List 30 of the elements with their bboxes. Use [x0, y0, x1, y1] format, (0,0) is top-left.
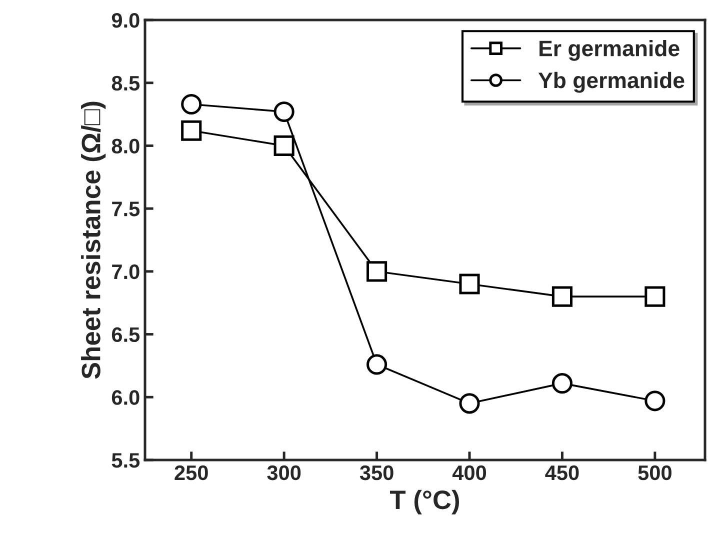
point: [552, 286, 572, 307]
point: [274, 135, 294, 156]
x-tick-label: 300: [267, 465, 301, 480]
x-tick-label: 400: [452, 465, 486, 480]
y-tick-label: 8.5: [112, 76, 140, 91]
point: [366, 354, 388, 375]
y-tick-label: 7.0: [112, 264, 140, 280]
point: [459, 393, 480, 414]
point: [181, 94, 202, 115]
legend-label: Yb germanide: [538, 72, 684, 93]
x-tick-label: 450: [545, 465, 579, 480]
x-axis-title: T (°C): [390, 490, 460, 514]
y-tick-label: 6.0: [112, 390, 140, 405]
point: [366, 261, 388, 282]
x-tick-label: 250: [174, 465, 208, 480]
y-tick-label: 6.5: [112, 327, 140, 342]
y-tick-label: 5.5: [112, 453, 140, 468]
y-tick-label: 7.5: [112, 202, 140, 216]
y-tick-label: 9.0: [112, 13, 140, 28]
point: [552, 373, 572, 394]
y-axis-title: Sheet resistance (Ω/□): [81, 102, 106, 379]
point: [644, 286, 666, 307]
point: [181, 120, 202, 141]
x-tick-label: 350: [360, 465, 394, 480]
point: [274, 101, 294, 122]
point: [459, 274, 480, 294]
y-tick-label: 8.0: [112, 138, 140, 154]
x-tick-label: 500: [638, 465, 672, 480]
point: [644, 390, 666, 412]
legend-label: Er germanide: [540, 40, 680, 61]
